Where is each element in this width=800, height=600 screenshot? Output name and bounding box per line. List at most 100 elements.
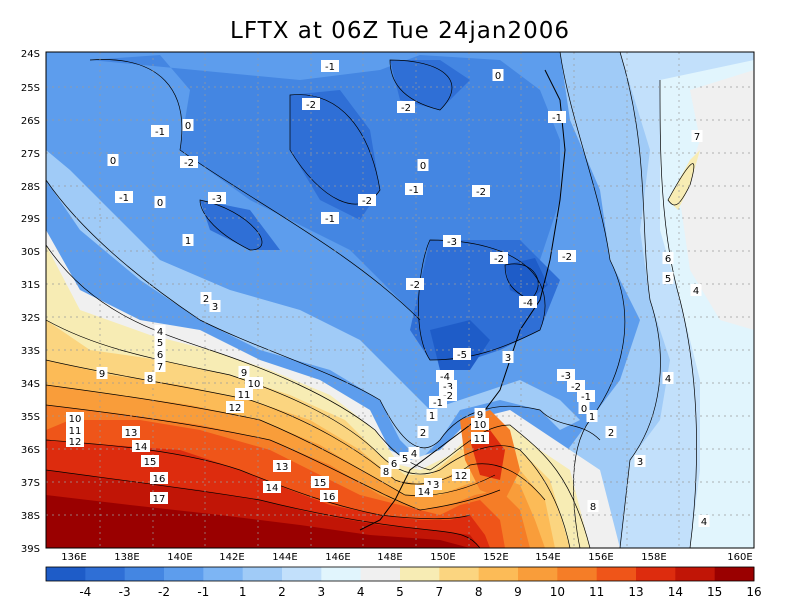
contour-label-bg xyxy=(263,481,281,493)
contour-label-bg xyxy=(235,388,253,400)
contour-label: 10 xyxy=(474,420,487,431)
x-tick-label: 140E xyxy=(167,552,192,563)
contour-label: 8 xyxy=(147,374,153,385)
colorbar-label: 3 xyxy=(318,585,326,599)
contour-label: 11 xyxy=(474,434,487,445)
contour-label-bg xyxy=(380,465,392,477)
colorbar-swatch xyxy=(478,567,519,581)
y-tick-label: 24S xyxy=(21,49,40,60)
contour-label: 2 xyxy=(608,428,614,439)
contour-label-bg xyxy=(557,369,575,381)
contour-label: 13 xyxy=(276,462,289,473)
contour-label: 7 xyxy=(694,132,700,143)
colorbar-swatch xyxy=(85,567,126,581)
contour-label-bg xyxy=(548,111,566,123)
contour-label-bg xyxy=(471,418,489,430)
colorbar-label: 7 xyxy=(436,585,444,599)
x-tick-label: 150E xyxy=(430,552,455,563)
contour-label: 5 xyxy=(665,274,671,285)
contour-label-bg xyxy=(558,250,576,262)
contour-label-bg xyxy=(321,60,339,72)
contour-label-bg xyxy=(154,336,166,348)
colorbar-swatch xyxy=(675,567,716,581)
contour-label: 7 xyxy=(157,362,163,373)
x-axis-tick-labels: 136E 138E 140E 142E 144E 146E 148E 150E … xyxy=(61,552,752,563)
contour-label: 8 xyxy=(590,502,596,513)
contour-label: 1 xyxy=(589,412,595,423)
y-tick-label: 35S xyxy=(21,412,40,423)
y-tick-label: 27S xyxy=(21,149,40,160)
contour-label: -1 xyxy=(433,398,443,409)
contour-label: 15 xyxy=(314,478,327,489)
contour-label-bg xyxy=(502,351,514,363)
y-tick-label: 28S xyxy=(21,182,40,193)
contour-label-bg xyxy=(577,390,595,402)
x-tick-label: 138E xyxy=(114,552,139,563)
colorbar-label: -4 xyxy=(79,585,91,599)
colorbar-label: 11 xyxy=(589,585,604,599)
contour-label-bg xyxy=(302,98,320,110)
contour-label: 5 xyxy=(157,338,163,349)
colorbar-label: 10 xyxy=(550,585,565,599)
contour-label: 1 xyxy=(185,236,191,247)
contour-label-bg xyxy=(605,426,617,438)
y-tick-label: 36S xyxy=(21,445,40,456)
contour-label: 14 xyxy=(266,483,279,494)
contour-label: 4 xyxy=(701,517,707,528)
contour-label: 12 xyxy=(229,403,242,414)
colorbar-label: 13 xyxy=(628,585,643,599)
contour-label-bg xyxy=(406,278,424,290)
contour-label: -1 xyxy=(581,392,591,403)
contour-label-bg xyxy=(429,396,447,408)
colorbar-swatch xyxy=(124,567,165,581)
contour-label: 3 xyxy=(637,457,643,468)
colorbar-swatch xyxy=(518,567,558,581)
contour-label-bg xyxy=(405,183,423,195)
contour-label: -3 xyxy=(561,371,571,382)
colorbar-label: 15 xyxy=(707,585,722,599)
contour-label: 13 xyxy=(125,428,138,439)
contour-label-bg xyxy=(144,372,156,384)
contour-label: -2 xyxy=(571,382,581,393)
y-tick-label: 29S xyxy=(21,214,40,225)
contour-label: -1 xyxy=(325,214,335,225)
x-tick-label: 148E xyxy=(377,552,402,563)
contour-label-bg xyxy=(273,460,291,472)
contour-label: 0 xyxy=(185,121,191,132)
contour-label: -3 xyxy=(443,382,453,393)
colorbar-swatch xyxy=(636,567,676,581)
contour-label-bg xyxy=(154,348,166,360)
colorbar-label: -3 xyxy=(119,585,131,599)
contour-label: 5 xyxy=(402,454,408,465)
contour-label-bg xyxy=(208,192,226,204)
contour-label: -2 xyxy=(362,196,372,207)
contour-label-bg xyxy=(154,325,166,337)
contour-label-bg xyxy=(107,154,119,166)
contour-label-bg xyxy=(96,367,108,379)
contour-label: -2 xyxy=(410,280,420,291)
contour-label-bg xyxy=(443,235,461,247)
contour-label-bg xyxy=(180,156,198,168)
contour-label-bg xyxy=(321,212,339,224)
colorbar-swatch xyxy=(203,567,244,581)
contour-label: 6 xyxy=(665,254,671,265)
x-tick-label: 144E xyxy=(272,552,297,563)
contour-label-bg xyxy=(115,191,133,203)
contour-label: 14 xyxy=(135,442,148,453)
colorbar-label: 9 xyxy=(514,585,522,599)
contour-label: -2 xyxy=(443,391,453,402)
contour-label: 3 xyxy=(212,302,218,313)
contour-label-bg xyxy=(662,252,674,264)
contour-label: 2 xyxy=(420,428,426,439)
contour-label-bg xyxy=(200,292,212,304)
contour-label-bg xyxy=(150,472,168,484)
contour-label: 4 xyxy=(157,327,163,338)
x-tick-label: 136E xyxy=(61,552,86,563)
contour-label: 17 xyxy=(153,494,166,505)
map-frame xyxy=(45,51,755,549)
colorbar-swatch xyxy=(164,567,204,581)
contour-label-bg xyxy=(154,360,166,372)
contour-label-bg xyxy=(399,452,411,464)
contour-label: -4 xyxy=(440,372,450,383)
